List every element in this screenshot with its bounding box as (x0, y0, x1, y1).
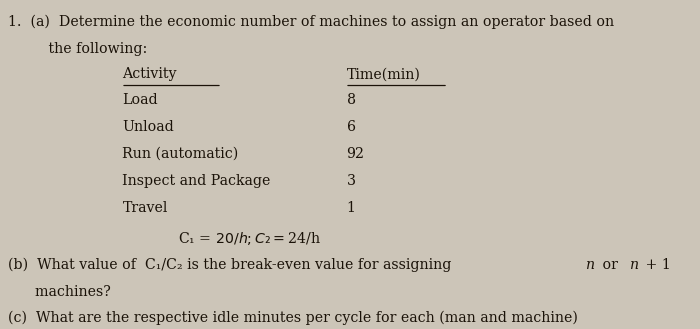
Text: Activity: Activity (122, 67, 177, 81)
Text: 1: 1 (346, 201, 356, 215)
Text: 1.  (a)  Determine the economic number of machines to assign an operator based o: 1. (a) Determine the economic number of … (8, 15, 615, 29)
Text: (c)  What are the respective idle minutes per cycle for each (man and machine): (c) What are the respective idle minutes… (8, 310, 578, 325)
Text: 3: 3 (346, 174, 356, 188)
Text: 8: 8 (346, 93, 356, 107)
Text: (b)  What value of  C₁/C₂ is the break-even value for assigning: (b) What value of C₁/C₂ is the break-eve… (8, 258, 456, 272)
Text: n: n (629, 258, 638, 272)
Text: Load: Load (122, 93, 158, 107)
Text: n: n (587, 258, 596, 272)
Text: the following:: the following: (8, 42, 148, 56)
Text: Time(min): Time(min) (346, 67, 421, 81)
Text: or: or (598, 258, 622, 272)
Text: Run (automatic): Run (automatic) (122, 147, 239, 161)
Text: Travel: Travel (122, 201, 168, 215)
Text: Unload: Unload (122, 120, 174, 134)
Text: machines?: machines? (8, 285, 111, 299)
Text: 6: 6 (346, 120, 356, 134)
Text: 92: 92 (346, 147, 365, 161)
Text: Inspect and Package: Inspect and Package (122, 174, 271, 188)
Text: + 1: + 1 (641, 258, 671, 272)
Text: C₁ = $20/h ;   C₂ = $24/h: C₁ = $20/h ; C₂ = $24/h (178, 230, 321, 247)
